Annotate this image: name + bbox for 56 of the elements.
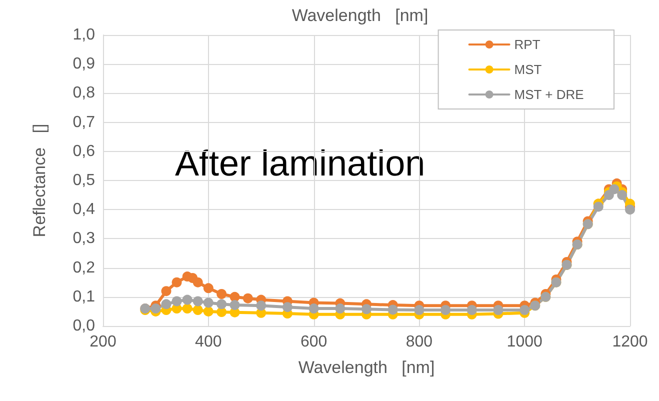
y-tick-label: 0,2 <box>72 259 96 276</box>
y-tick-label: 0,5 <box>72 172 96 189</box>
point <box>161 299 172 310</box>
y-tick-label: 0,1 <box>72 288 96 306</box>
point <box>282 302 292 312</box>
point <box>362 304 372 314</box>
legend-label: MST + DRE <box>514 87 584 102</box>
x-tick-label: 1200 <box>612 334 648 350</box>
point <box>161 286 172 296</box>
point <box>414 304 424 315</box>
point <box>192 296 203 306</box>
point <box>182 294 192 305</box>
chart-title: Wavelength [nm] <box>292 6 428 25</box>
x-tick-label: 800 <box>406 334 433 350</box>
x-axis-title: Wavelength [nm] <box>298 358 435 377</box>
y-axis-title: Reflectance [] <box>30 124 49 238</box>
point <box>216 299 227 310</box>
point <box>493 304 504 315</box>
point <box>625 204 635 215</box>
point <box>203 298 214 308</box>
point <box>440 304 451 315</box>
y-tick-label: 0,9 <box>72 56 96 73</box>
point <box>388 304 398 315</box>
point <box>242 293 253 304</box>
y-tick-label: 1,0 <box>72 26 96 44</box>
y-tick-label: 0,3 <box>72 230 96 248</box>
point <box>466 304 477 315</box>
point <box>172 277 182 288</box>
x-tick-label: 200 <box>90 334 116 350</box>
point <box>216 288 227 299</box>
y-tick-label: 0,4 <box>72 201 96 218</box>
point <box>617 190 628 200</box>
point <box>203 306 214 316</box>
point <box>256 300 266 311</box>
point <box>230 300 240 310</box>
point <box>172 296 182 306</box>
point <box>150 304 161 314</box>
point <box>335 304 346 314</box>
legend-label: MST <box>514 62 542 77</box>
x-tick-label: 400 <box>195 334 222 350</box>
point <box>520 304 530 315</box>
point <box>192 277 203 288</box>
point <box>609 184 620 194</box>
point <box>308 304 319 314</box>
point <box>203 283 214 294</box>
annotation: After lamination <box>175 142 426 184</box>
y-tick-label: 0,7 <box>72 114 96 131</box>
point <box>593 202 604 212</box>
x-tick-label: 600 <box>300 334 328 350</box>
point <box>192 304 203 315</box>
legend-label: RPT <box>514 37 540 52</box>
y-tick-label: 0,8 <box>72 84 96 102</box>
y-tick-label: 0,6 <box>72 142 96 160</box>
y-tick-label: 0,0 <box>72 318 96 334</box>
point <box>182 304 192 314</box>
x-tick-label: 1000 <box>506 334 542 350</box>
